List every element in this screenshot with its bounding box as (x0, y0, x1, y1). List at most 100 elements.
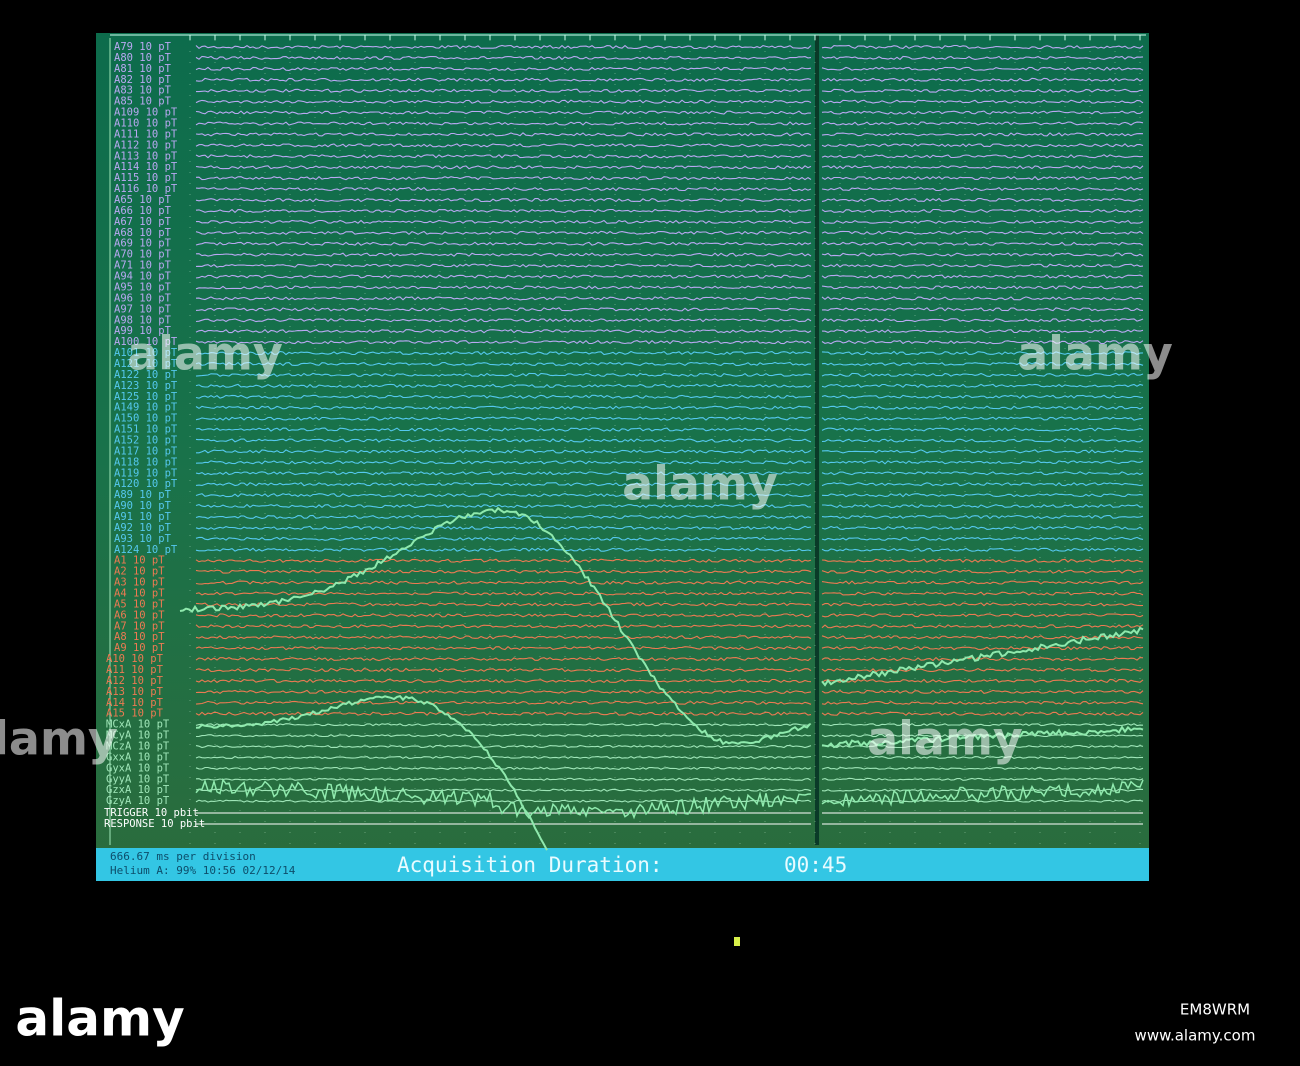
channel-label: A4 10 pT (114, 588, 165, 600)
channel-label: A101 10 pT (114, 347, 178, 359)
channel-label: A124 10 pT (114, 544, 178, 556)
channel-label: A65 10 pT (114, 194, 172, 206)
channel-trace (821, 241, 1144, 246)
channel-trace (821, 77, 1144, 82)
channel-label: GyxA 10 pT (106, 762, 170, 774)
channel-trace (195, 460, 812, 465)
channel-label: A79 10 pT (114, 41, 172, 53)
channel-label: A109 10 pT (114, 107, 178, 119)
channel-label: A14 10 pT (106, 697, 164, 709)
monitor-screen (96, 33, 1149, 881)
channel-trace (821, 230, 1144, 235)
channel-trace (821, 656, 1144, 662)
channel-label: A94 10 pT (114, 271, 172, 283)
channel-trace (195, 121, 812, 126)
channel-trace (821, 689, 1144, 695)
channel-label: A115 10 pT (114, 172, 178, 184)
channel-label: A92 10 pT (114, 522, 172, 534)
channel-trace (195, 154, 811, 159)
channel-trace (195, 711, 812, 716)
channel-trace (821, 55, 1144, 61)
channel-label: A15 10 pT (106, 708, 164, 720)
channel-trace (821, 165, 1144, 170)
channel-trace (195, 799, 812, 803)
channel-trace (821, 88, 1144, 93)
channel-trace (821, 263, 1144, 268)
channel-label: A70 10 pT (114, 249, 172, 261)
channel-trace (195, 328, 812, 334)
channel-trace (195, 547, 812, 552)
channel-trace (821, 667, 1144, 673)
channel-trace (195, 766, 812, 770)
channel-label: A11 10 pT (106, 664, 164, 676)
channel-trace (821, 66, 1144, 71)
channel-trace (195, 645, 812, 651)
channel-trace (195, 165, 812, 170)
channel-label: A83 10 pT (114, 85, 172, 97)
channel-label: A85 10 pT (114, 96, 172, 108)
channel-trace (195, 339, 812, 345)
channel-label: A10 10 pT (106, 653, 164, 665)
duration-label: Acquisition Duration: (397, 853, 663, 877)
channel-label: A95 10 pT (114, 281, 172, 293)
channel-label: A123 10 pT (114, 380, 178, 392)
channel-label: GxxA 10 pT (106, 751, 170, 763)
channel-trace (821, 700, 1144, 705)
channel-label: A121 10 pT (114, 358, 178, 370)
channel-trace (195, 416, 812, 421)
channel-label: TRIGGER 10 pbit (104, 807, 199, 819)
channel-trace (821, 339, 1144, 345)
channel-trace (195, 175, 812, 181)
channel-trace (195, 110, 812, 115)
channel-trace (821, 285, 1144, 290)
channel-trace (821, 143, 1144, 148)
channel-trace (821, 777, 1144, 781)
channel-trace (195, 55, 812, 61)
channel-trace (821, 394, 1144, 399)
channel-trace (821, 646, 1144, 651)
channel-trace (821, 197, 1144, 203)
channel-trace (821, 536, 1144, 541)
channel-label: A120 10 pT (114, 478, 178, 490)
channel-trace (821, 613, 1144, 618)
channel-trace (821, 525, 1144, 531)
channel-trace (821, 711, 1144, 716)
duration-value: 00:45 (784, 853, 847, 877)
channel-trace (195, 274, 812, 279)
channel-label: A149 10 pT (114, 402, 178, 414)
channel-label: A1 10 pT (114, 555, 165, 567)
channel-trace (195, 197, 812, 203)
channel-trace (195, 263, 812, 268)
channel-trace (195, 241, 812, 246)
channel-trace (821, 558, 1144, 563)
channel-trace (821, 493, 1144, 498)
channel-trace (195, 438, 812, 443)
channel-label: A81 10 pT (114, 63, 172, 75)
channel-trace (821, 799, 1144, 803)
channel-trace (195, 493, 812, 498)
power-led (734, 937, 740, 946)
channel-trace (195, 361, 812, 367)
channel-trace (195, 514, 812, 520)
channel-trace (195, 569, 812, 574)
channel-label: A8 10 pT (114, 631, 165, 643)
channel-label: A68 10 pT (114, 227, 172, 239)
channel-trace (195, 296, 812, 301)
channel-trace (195, 427, 812, 432)
channel-label: A12 10 pT (106, 675, 164, 687)
channel-trace (195, 733, 812, 738)
channel-label: MCxA 10 pT (106, 719, 170, 731)
timebase-text: 666.67 ms per division (110, 850, 256, 863)
channel-label: A9 10 pT (114, 642, 165, 654)
watermark: alamy (127, 327, 283, 381)
channel-label: A90 10 pT (114, 500, 172, 512)
channel-label: A114 10 pT (114, 161, 178, 173)
channel-label: A5 10 pT (114, 598, 165, 610)
channel-trace (821, 296, 1144, 301)
channel-trace (195, 471, 812, 476)
channel-label: A80 10 pT (114, 52, 172, 64)
channel-trace (195, 700, 812, 705)
channel-label: A98 10 pT (114, 314, 172, 326)
channel-trace (821, 110, 1144, 115)
channel-trace (821, 318, 1144, 323)
